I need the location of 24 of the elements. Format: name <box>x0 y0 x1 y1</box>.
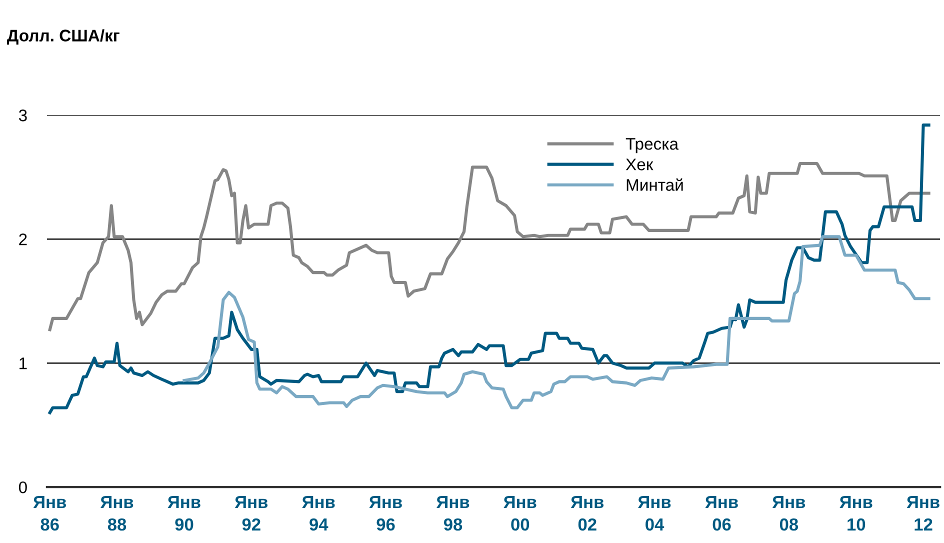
x-tick-label: Янв 86 <box>33 496 66 531</box>
x-tick-label: Янв 00 <box>504 496 536 531</box>
legend-label: Минтай <box>626 178 683 191</box>
y-tick-label: 3 <box>18 110 27 122</box>
y-tick-label: 2 <box>19 234 27 246</box>
y-axis-title: Долл. США/кг <box>6 29 120 45</box>
x-tick-label: Янв 96 <box>369 496 402 531</box>
x-tick-label: Янв 06 <box>705 496 738 531</box>
line-series <box>48 124 930 414</box>
y-tick-label: 1 <box>20 358 27 370</box>
x-tick-label: Янв 08 <box>772 496 806 531</box>
x-tick-label: Янв 88 <box>100 496 134 531</box>
x-tick-label: Янв 92 <box>234 496 268 531</box>
x-tick-label: Янв 94 <box>302 496 335 531</box>
line-series <box>182 235 930 410</box>
legend-label: Треска <box>626 138 679 154</box>
legend-label: Хек <box>626 158 654 170</box>
x-tick-label: Янв 04 <box>638 496 671 531</box>
x-tick-label: Янв 12 <box>906 496 940 530</box>
x-tick-label: Янв 10 <box>840 496 872 531</box>
y-tick-label: 0 <box>18 481 27 494</box>
x-tick-label: Янв 98 <box>436 496 470 531</box>
x-tick-label: Янв 02 <box>570 496 604 531</box>
x-tick-label: Янв 90 <box>168 496 200 531</box>
